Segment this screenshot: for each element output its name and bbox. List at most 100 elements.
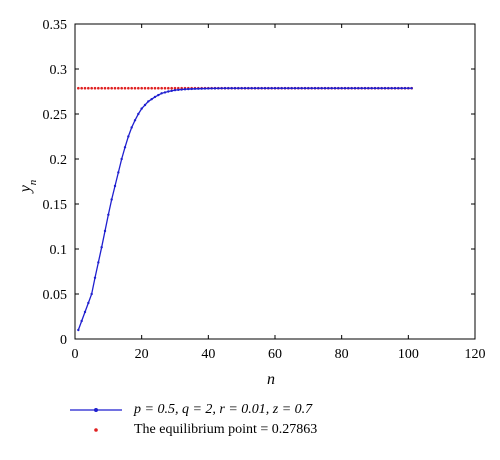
y-tick-label: 0.25 [43, 108, 68, 123]
series-point [170, 89, 173, 93]
series-point [153, 95, 157, 99]
series-point [100, 246, 103, 249]
series-point [160, 92, 163, 95]
series-point [180, 88, 183, 91]
series-point [113, 184, 117, 188]
series-point [123, 146, 127, 149]
equilibrium-point [110, 86, 113, 90]
series-point [120, 157, 123, 161]
series-point [260, 87, 263, 90]
y-tick-label: 0.1 [50, 243, 68, 258]
y-axis-label: yn [17, 179, 39, 194]
series-point [210, 87, 213, 90]
series-point [273, 87, 277, 90]
series-point [397, 87, 400, 90]
equilibrium-point [113, 86, 117, 90]
series-point [277, 87, 280, 90]
y-tick-label: 0.2 [50, 153, 68, 168]
series-point [90, 292, 93, 296]
series-point [317, 87, 320, 90]
series-point [187, 87, 190, 91]
series-point [310, 87, 313, 90]
x-tick-label: 120 [465, 347, 486, 362]
series-point [83, 310, 87, 314]
equilibrium-point [103, 86, 107, 90]
series-point [323, 87, 327, 90]
series-point [193, 87, 197, 91]
series-point [333, 87, 337, 90]
series-point [190, 87, 193, 91]
series-point [263, 87, 267, 90]
equilibrium-point [83, 86, 87, 90]
series-line [77, 87, 412, 331]
series-point [360, 87, 363, 90]
series-point [283, 87, 287, 90]
series-point [243, 87, 247, 90]
series-point [370, 87, 373, 90]
series-point [233, 87, 237, 90]
legend-item-series-2: The equilibrium point = 0.27863 [66, 420, 317, 440]
series-point [340, 87, 343, 90]
series-point [213, 87, 217, 90]
series-point [230, 87, 233, 90]
series-point [267, 87, 270, 90]
series-point [237, 87, 240, 90]
series-point [93, 276, 97, 279]
equilibrium-point [160, 86, 163, 90]
series-point [80, 319, 83, 323]
equilibrium-point [123, 86, 127, 90]
legend-label-series-2: The equilibrium point = 0.27863 [134, 422, 318, 437]
series-point [270, 87, 273, 90]
series-point [173, 88, 177, 92]
series-point [143, 103, 147, 107]
series-point [177, 88, 180, 92]
equilibrium-point [137, 86, 140, 90]
plot-area [74, 23, 476, 340]
equilibrium-point [80, 86, 83, 90]
series-point [163, 91, 167, 94]
x-tick-label: 80 [335, 347, 349, 362]
equilibrium-point [120, 86, 123, 90]
equilibrium-point [170, 86, 173, 90]
y-tick-label: 0.15 [43, 198, 68, 213]
series-point [353, 87, 357, 90]
y-tick-label: 0.05 [43, 288, 68, 303]
series-point [97, 261, 100, 264]
series-point [207, 87, 210, 90]
series-point [367, 87, 370, 90]
series-point [373, 87, 377, 90]
series-point [347, 87, 350, 90]
series-point [77, 328, 80, 332]
equilibrium-point [90, 86, 93, 90]
legend-item-series-1: p = 0.5, q = 2, r = 0.01, z = 0.7 [66, 400, 317, 420]
series-point [303, 87, 307, 90]
series-point [107, 213, 110, 216]
legend: p = 0.5, q = 2, r = 0.01, z = 0.7 The eq… [66, 400, 317, 440]
x-tick-label: 100 [398, 347, 419, 362]
series-point [253, 87, 257, 90]
series-point [307, 87, 310, 90]
series-point [337, 87, 340, 90]
series-point [330, 87, 333, 90]
series-point [387, 87, 390, 90]
series-point [343, 87, 347, 90]
axes: 0 20 40 60 80 100 120 0 0.05 0.1 0.15 0.2 0.25 0.3 0.3… [43, 18, 486, 362]
series-point [103, 229, 107, 233]
series-point [203, 87, 207, 90]
series-point [300, 87, 303, 90]
equilibrium-point [157, 86, 160, 90]
y-tick-label: 0.3 [50, 63, 68, 78]
series-point [390, 87, 393, 90]
series-point [140, 107, 143, 110]
y-tick-label: 0 [60, 333, 67, 348]
series-point [87, 301, 90, 305]
series-point [167, 90, 170, 93]
series-point [223, 87, 227, 90]
series-point [313, 87, 317, 90]
series-point [407, 87, 410, 90]
series-point [220, 87, 223, 90]
equilibrium-point [167, 86, 170, 90]
series-point [357, 87, 360, 90]
equilibrium-point [147, 86, 150, 90]
